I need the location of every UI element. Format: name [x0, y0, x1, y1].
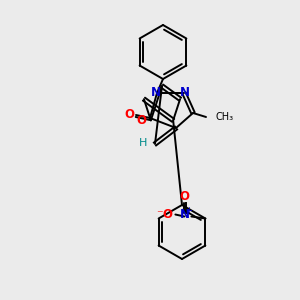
- Text: H: H: [139, 138, 147, 148]
- Text: O: O: [179, 190, 189, 203]
- Text: N: N: [180, 85, 190, 98]
- Text: O: O: [162, 208, 172, 221]
- Text: N: N: [179, 208, 189, 221]
- Text: N: N: [151, 85, 161, 98]
- Text: O: O: [124, 109, 134, 122]
- Text: +: +: [185, 206, 192, 215]
- Text: CH₃: CH₃: [215, 112, 233, 122]
- Text: ⁻: ⁻: [156, 208, 163, 221]
- Text: O: O: [137, 114, 147, 127]
